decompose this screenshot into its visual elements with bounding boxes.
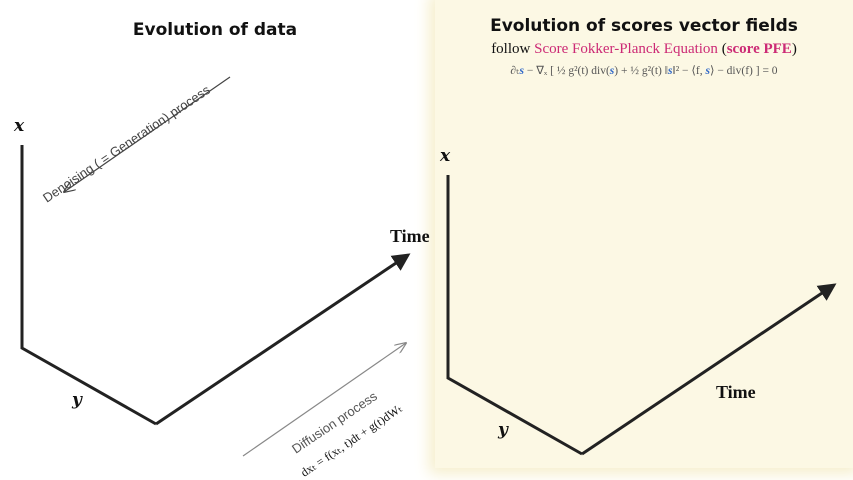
subtitle-equation-name: Score Fokker-Planck Equation: [534, 41, 718, 57]
diffusion-arrow: [242, 343, 406, 457]
eq-part-2: − ∇ₓ [ ½ g²(t) div(: [523, 65, 610, 77]
subtitle-abbreviation: score PFE: [726, 41, 792, 57]
eq-score-3: s: [668, 65, 673, 77]
right-time-axis: [581, 283, 837, 456]
left-title: Evolution of data: [132, 20, 298, 40]
left-x-y-axis: [20, 145, 157, 426]
denoising-arrow: [64, 76, 231, 192]
right-title: Evolution of scores vector fields: [490, 16, 798, 36]
score-field-panel: [435, 0, 853, 468]
eq-score-2: s: [609, 65, 615, 77]
score-fpe-equation: ∂ₜs − ∇ₓ [ ½ g²(t) div(s) + ½ g²(t) ‖s‖²…: [440, 63, 848, 77]
left-y-axis-label: y: [72, 390, 82, 410]
left-axes: [20, 76, 411, 457]
eq-part-4: ‖² − ⟨f,: [672, 65, 706, 77]
eq-part-1: ∂ₜ: [510, 65, 520, 77]
right-time-axis-label: Time: [716, 382, 756, 402]
left-x-axis-label: x: [14, 116, 25, 136]
subtitle-prefix: follow: [491, 41, 535, 57]
right-subtitle: follow Score Fokker-Planck Equation (sco…: [435, 41, 853, 58]
right-x-axis-label: x: [440, 146, 451, 166]
right-x-y-axis: [446, 175, 583, 456]
eq-part-3: ) + ½ g²(t) ‖: [614, 65, 668, 77]
left-time-axis: [155, 253, 411, 426]
right-y-axis-label: y: [498, 420, 508, 440]
subtitle-close-paren: ): [791, 41, 797, 57]
left-time-axis-label: Time: [390, 226, 430, 246]
eq-part-5: ⟩ − div(f) ] = 0: [709, 65, 778, 77]
right-axes: [446, 175, 837, 456]
eq-score-4: s: [705, 65, 710, 77]
subtitle-open-paren: (: [717, 41, 727, 57]
eq-score-1: s: [519, 65, 524, 77]
